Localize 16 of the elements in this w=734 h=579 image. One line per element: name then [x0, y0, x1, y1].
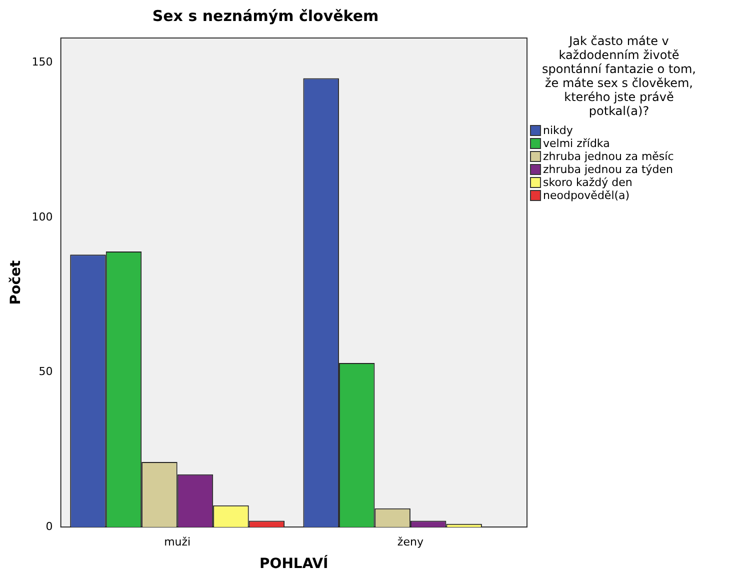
legend-label: zhruba jednou za týden	[543, 163, 673, 176]
legend-label: nikdy	[543, 124, 573, 137]
x-axis-title: POHLAVÍ	[260, 555, 328, 572]
legend-title: Jak často máte v každodenním životě spontánní fantazie o tom, že máte sex s člověkem, kterého jste právě potkal(a)?	[540, 34, 697, 118]
y-axis-title: Počet	[8, 260, 24, 305]
y-tick-label: 150	[32, 56, 53, 69]
chart-title: Sex s neznámým člověkem	[152, 6, 379, 25]
y-tick-label: 50	[38, 365, 53, 378]
legend-label: velmi zřídka	[543, 137, 610, 150]
x-tick-label: ženy	[397, 535, 424, 548]
y-tick-label: 100	[32, 210, 53, 224]
legend-label: skoro každý den	[543, 176, 632, 189]
x-tick-label: muži	[164, 535, 191, 548]
legend-label: zhruba jednou za měsíc	[543, 150, 674, 163]
y-tick-label: 0	[46, 520, 53, 533]
legend-label: neodpověděl(a)	[543, 189, 630, 202]
